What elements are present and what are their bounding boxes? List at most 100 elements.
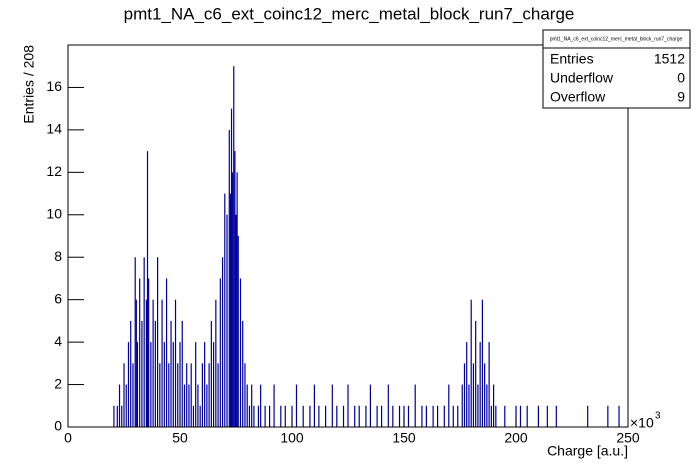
bar bbox=[224, 193, 226, 427]
stats-value: 0 bbox=[677, 70, 685, 86]
y-tick-label: 16 bbox=[46, 78, 62, 94]
bar bbox=[607, 405, 609, 427]
bar bbox=[143, 257, 145, 427]
bar bbox=[237, 236, 239, 427]
bar bbox=[113, 405, 115, 427]
bar bbox=[210, 320, 212, 427]
bar bbox=[358, 405, 360, 427]
bar bbox=[365, 405, 367, 427]
bar bbox=[235, 214, 237, 427]
stats-value: 9 bbox=[677, 89, 685, 105]
bar bbox=[481, 299, 483, 427]
bar bbox=[233, 66, 235, 427]
x-tick-label: 50 bbox=[172, 430, 188, 446]
bar bbox=[130, 320, 132, 427]
bar bbox=[148, 278, 150, 427]
bar bbox=[257, 405, 259, 427]
bar bbox=[260, 384, 262, 427]
bar bbox=[179, 342, 181, 427]
y-tick-label: 4 bbox=[54, 333, 62, 349]
bar bbox=[239, 278, 242, 427]
bar bbox=[118, 384, 121, 427]
bar bbox=[248, 405, 251, 427]
plot-area bbox=[113, 66, 620, 428]
bar bbox=[215, 299, 217, 427]
bar bbox=[217, 363, 219, 427]
bar bbox=[448, 384, 450, 427]
x-axis-label: Charge [a.u.] bbox=[547, 443, 628, 459]
bar bbox=[488, 342, 490, 427]
bar bbox=[152, 299, 154, 427]
bar bbox=[230, 108, 233, 428]
bar bbox=[229, 193, 231, 427]
x-tick-label: 250 bbox=[616, 430, 640, 446]
bar bbox=[457, 405, 459, 427]
bar bbox=[195, 342, 197, 427]
bar bbox=[369, 384, 371, 427]
bar bbox=[463, 363, 466, 427]
x-tick-label: 150 bbox=[392, 430, 416, 446]
bar bbox=[414, 384, 416, 427]
bar bbox=[136, 342, 139, 427]
bar bbox=[163, 342, 165, 427]
bar bbox=[181, 320, 183, 427]
chart-title: pmt1_NA_c6_ext_coinc12_merc_metal_block_… bbox=[124, 4, 575, 23]
bar bbox=[490, 405, 492, 427]
bar bbox=[264, 405, 266, 427]
bar bbox=[226, 214, 228, 427]
bar bbox=[325, 405, 327, 427]
bar bbox=[421, 405, 423, 427]
bar bbox=[165, 278, 168, 427]
bar bbox=[139, 278, 141, 427]
y-tick-label: 0 bbox=[54, 418, 62, 434]
bar bbox=[280, 405, 282, 427]
bar bbox=[472, 363, 475, 427]
bar bbox=[134, 257, 136, 427]
y-tick-label: 10 bbox=[46, 205, 62, 221]
bar bbox=[342, 405, 345, 427]
bar bbox=[188, 384, 190, 427]
bar bbox=[284, 405, 286, 427]
bar bbox=[381, 405, 383, 427]
bar bbox=[555, 405, 557, 427]
bar bbox=[172, 342, 174, 427]
bar bbox=[318, 405, 320, 427]
stats-value: 1512 bbox=[654, 51, 685, 67]
bar bbox=[132, 363, 134, 427]
x-scale-base: ×10 bbox=[630, 415, 654, 431]
bar bbox=[504, 405, 506, 427]
bar bbox=[197, 384, 199, 427]
bar bbox=[168, 363, 170, 427]
y-tick-label: 2 bbox=[54, 375, 62, 391]
bar bbox=[177, 363, 179, 427]
bar bbox=[204, 342, 206, 427]
bar bbox=[354, 405, 356, 427]
y-tick-label: 12 bbox=[46, 163, 62, 179]
bar bbox=[461, 384, 463, 427]
bar bbox=[234, 151, 236, 427]
bar bbox=[432, 405, 434, 427]
stats-label: Underflow bbox=[550, 70, 614, 86]
frame bbox=[67, 44, 629, 428]
bar bbox=[295, 384, 298, 427]
bar bbox=[116, 405, 118, 427]
x-tick-label: 0 bbox=[64, 430, 72, 446]
bar bbox=[228, 129, 230, 427]
y-tick-label: 6 bbox=[54, 290, 62, 306]
bar bbox=[376, 405, 378, 427]
bar bbox=[470, 299, 472, 427]
bar bbox=[242, 320, 244, 427]
stats-title: pmt1_NA_c6_ext_coinc12_merc_metal_block_… bbox=[550, 36, 683, 42]
bar bbox=[154, 320, 156, 427]
bar bbox=[125, 384, 127, 427]
bar bbox=[546, 405, 548, 427]
bar bbox=[174, 299, 177, 427]
bar bbox=[484, 363, 486, 427]
bar bbox=[246, 384, 248, 427]
bar bbox=[331, 384, 333, 427]
bar bbox=[466, 342, 468, 427]
bar bbox=[208, 363, 210, 427]
bar bbox=[170, 320, 172, 427]
bar bbox=[468, 384, 470, 427]
bar bbox=[537, 405, 539, 427]
